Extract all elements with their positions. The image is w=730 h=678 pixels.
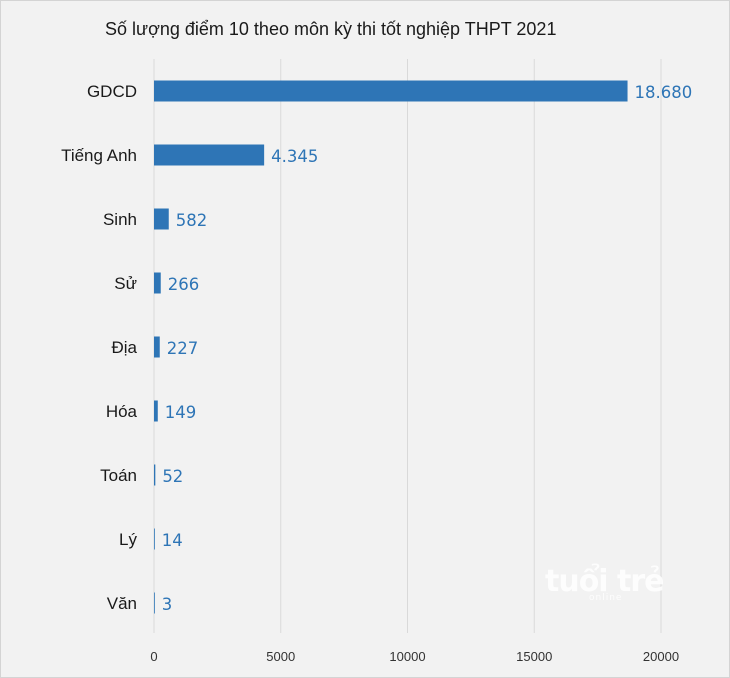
category-label: Sinh [103, 210, 137, 229]
x-tick-label: 15000 [516, 649, 552, 664]
watermark-logo: tuổi trẻ [545, 564, 665, 599]
bar [154, 400, 158, 422]
category-label: Địa [111, 338, 137, 357]
data-label: 3 [162, 595, 173, 614]
x-tick-label: 20000 [643, 649, 679, 664]
bar [154, 272, 161, 294]
bar [154, 336, 160, 358]
data-label: 14 [162, 531, 183, 550]
category-label: Hóa [106, 402, 138, 421]
bar [154, 144, 265, 166]
bar [154, 528, 155, 550]
data-label: 4.345 [271, 147, 318, 166]
category-label: Toán [100, 466, 137, 485]
category-label: Văn [107, 594, 137, 613]
chart-title: Số lượng điểm 10 theo môn kỳ thi tốt ngh… [105, 19, 557, 39]
watermark-subtext: online [589, 593, 623, 603]
data-label: 52 [162, 467, 183, 486]
data-label: 227 [167, 339, 199, 358]
category-label: Lý [119, 530, 137, 549]
bar [154, 592, 155, 614]
data-label: 582 [176, 211, 208, 230]
data-label: 149 [165, 403, 197, 422]
x-tick-label: 0 [150, 649, 157, 664]
category-label: Sử [114, 274, 137, 293]
category-label: Tiếng Anh [61, 146, 137, 165]
x-tick-label: 10000 [389, 649, 425, 664]
x-tick-label: 5000 [266, 649, 295, 664]
data-label: 18.680 [635, 83, 693, 102]
data-label: 266 [168, 275, 200, 294]
category-label: GDCD [87, 82, 137, 101]
bar [154, 464, 156, 486]
bar [154, 80, 628, 102]
bar [154, 208, 169, 230]
